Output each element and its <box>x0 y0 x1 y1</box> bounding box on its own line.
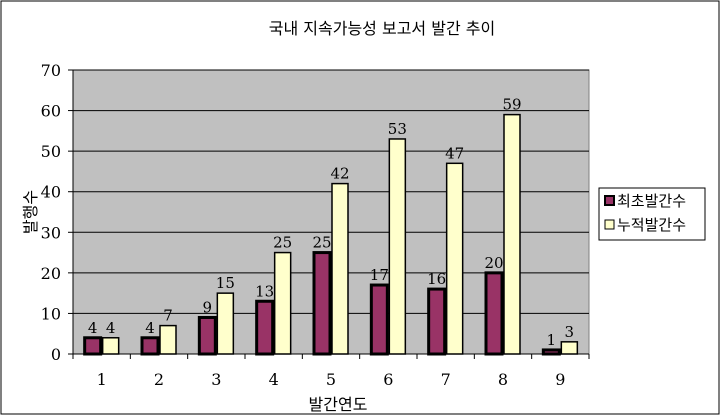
bar-cumulative-publication <box>445 162 464 355</box>
bar-first-publication <box>312 251 332 356</box>
y-axis-ticks: 0 10 20 30 40 50 60 70 <box>41 61 73 364</box>
data-label-cumulative: 3 <box>565 323 575 341</box>
x-tick-label: 7 <box>441 370 451 389</box>
data-label-first: 13 <box>255 282 274 300</box>
x-tick-label: 9 <box>555 370 565 389</box>
legend-box <box>598 187 706 241</box>
data-label-cumulative: 7 <box>163 307 173 325</box>
bar-first-publication <box>197 315 217 356</box>
bar-cumulative-publication <box>159 324 177 355</box>
bar-first-publication <box>255 299 275 356</box>
y-tick-label: 50 <box>41 142 61 161</box>
data-label-first: 1 <box>547 331 557 349</box>
bar-cumulative-publication <box>101 337 120 355</box>
data-label-first: 25 <box>312 234 331 252</box>
data-label-cumulative: 25 <box>273 234 292 252</box>
x-tick-label: 2 <box>154 370 164 389</box>
bar-cumulative-publication <box>216 292 235 355</box>
y-tick-label: 30 <box>41 223 61 242</box>
legend-label-cumulative: 누적발간수 <box>617 216 686 234</box>
x-tick-label: 4 <box>269 370 279 389</box>
y-tick-label: 60 <box>41 102 61 121</box>
x-axis-label: 발간연도 <box>309 395 368 414</box>
legend-label-first: 최초발간수 <box>617 192 686 210</box>
data-label-cumulative: 59 <box>502 96 521 114</box>
x-tick-label: 6 <box>383 370 393 389</box>
bar-cumulative-publication <box>273 251 292 355</box>
x-tick-label: 5 <box>326 370 336 389</box>
y-tick-label: 10 <box>41 304 61 323</box>
data-label-cumulative: 4 <box>106 319 116 337</box>
bar-cumulative-publication <box>503 113 521 355</box>
bar-first-publication <box>140 336 160 356</box>
bar-first-publication <box>541 348 561 356</box>
data-label-first: 4 <box>88 319 98 337</box>
data-label-cumulative: 15 <box>216 274 235 292</box>
bar-cumulative-publication <box>388 138 407 355</box>
data-label-cumulative: 47 <box>445 144 464 162</box>
y-tick-label: 40 <box>41 183 61 202</box>
legend-swatch-cumulative <box>604 219 615 230</box>
legend-swatch-first <box>604 195 615 206</box>
bar-first-publication <box>369 283 389 356</box>
bars <box>83 113 579 356</box>
data-label-cumulative: 53 <box>388 120 407 138</box>
chart-title: 국내 지속가능성 보고서 발간 추이 <box>269 19 495 38</box>
bar-first-publication <box>427 287 447 356</box>
legend: 최초발간수 누적발간수 <box>598 187 706 241</box>
x-tick-label: 3 <box>211 370 221 389</box>
data-label-first: 9 <box>203 298 213 316</box>
y-tick-label: 70 <box>41 61 61 80</box>
data-label-first: 17 <box>370 266 389 284</box>
x-tick-label: 1 <box>97 370 107 389</box>
data-label-first: 16 <box>427 270 446 288</box>
y-tick-label: 20 <box>41 264 61 283</box>
data-label-first: 4 <box>145 319 155 337</box>
bar-first-publication <box>484 271 504 356</box>
bar-cumulative-publication <box>331 182 349 355</box>
data-label-cumulative: 42 <box>330 165 349 183</box>
y-axis-label: 발행수 <box>21 190 40 234</box>
bar-first-publication <box>83 336 103 356</box>
x-axis-ticks: 1 2 3 4 5 6 7 8 9 <box>72 354 590 389</box>
data-label-first: 20 <box>484 254 503 272</box>
y-tick-label: 0 <box>51 345 61 364</box>
bar-cumulative-publication <box>560 341 579 355</box>
x-tick-label: 8 <box>498 370 508 389</box>
